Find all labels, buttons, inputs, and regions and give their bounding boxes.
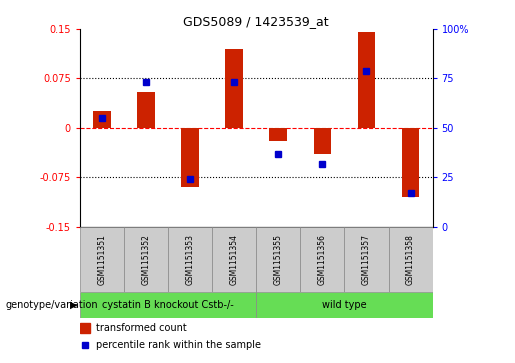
Text: percentile rank within the sample: percentile rank within the sample [96, 340, 261, 350]
Text: wild type: wild type [322, 300, 367, 310]
Bar [256, 292, 433, 318]
Text: transformed count: transformed count [96, 323, 186, 333]
Bar [357, 32, 375, 128]
Bar [388, 227, 433, 292]
Title: GDS5089 / 1423539_at: GDS5089 / 1423539_at [183, 15, 329, 28]
Text: GSM1151354: GSM1151354 [230, 234, 238, 285]
Text: ▶: ▶ [70, 300, 77, 310]
Bar [226, 49, 243, 128]
Text: genotype/variation: genotype/variation [5, 300, 98, 310]
Bar [93, 111, 111, 128]
Text: cystatin B knockout Cstb-/-: cystatin B knockout Cstb-/- [102, 300, 234, 310]
Bar [80, 323, 91, 333]
Bar [256, 227, 300, 292]
Bar [345, 227, 388, 292]
Bar [80, 292, 256, 318]
Bar [168, 227, 212, 292]
Text: GSM1151358: GSM1151358 [406, 234, 415, 285]
Text: GSM1151355: GSM1151355 [274, 234, 283, 285]
Bar [300, 227, 345, 292]
Bar [314, 128, 331, 154]
Text: GSM1151353: GSM1151353 [185, 234, 195, 285]
Bar [181, 128, 199, 187]
Bar [124, 227, 168, 292]
Text: GSM1151351: GSM1151351 [97, 234, 107, 285]
Text: GSM1151357: GSM1151357 [362, 234, 371, 285]
Text: GSM1151352: GSM1151352 [142, 234, 150, 285]
Bar [402, 128, 419, 197]
Bar [269, 128, 287, 141]
Bar [80, 227, 124, 292]
Text: GSM1151356: GSM1151356 [318, 234, 327, 285]
Bar [137, 92, 155, 128]
Bar [212, 227, 256, 292]
